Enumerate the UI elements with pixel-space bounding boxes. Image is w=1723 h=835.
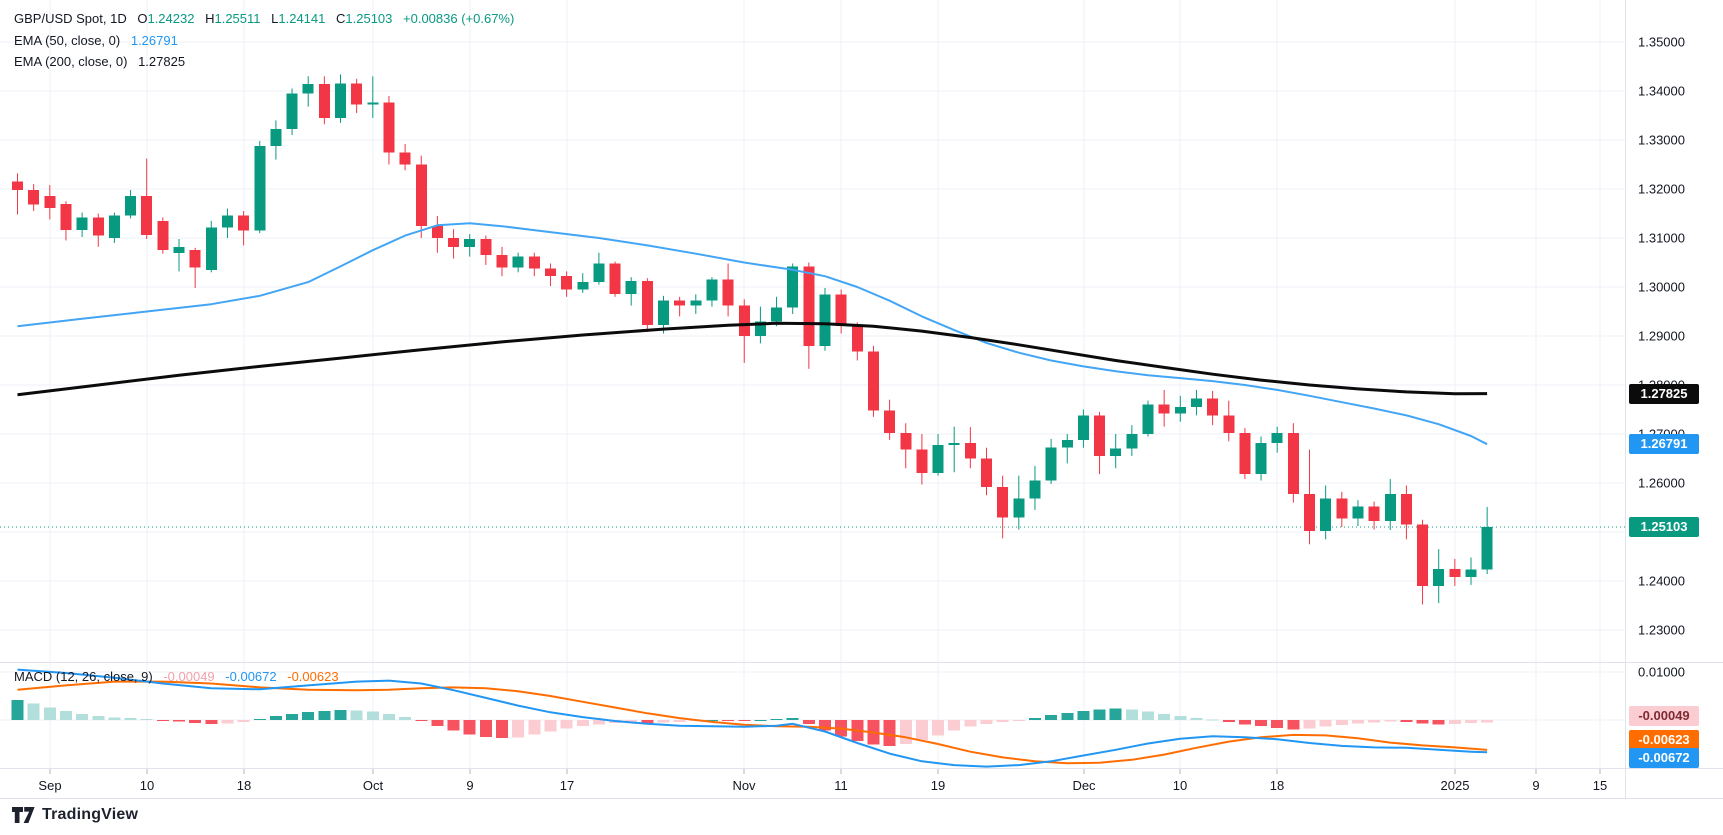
time-axis-label: 10 xyxy=(140,778,154,793)
ema200-label: EMA (200, close, 0) xyxy=(14,54,128,69)
time-axis[interactable]: Sep 10 18 Oct 9 17 Nov 11 19 Dec 10 18 2025 9 15 xyxy=(38,778,1607,793)
ohlc-low: L1.24141 xyxy=(271,11,326,26)
change-value: +0.00836 (+0.67%) xyxy=(403,11,515,26)
price-axis-label: 1.32000 xyxy=(1638,182,1685,197)
time-axis-label: 10 xyxy=(1173,778,1187,793)
time-axis-label: 2025 xyxy=(1441,778,1470,793)
price-axis-label: 1.34000 xyxy=(1638,84,1685,99)
tradingview-logo-icon xyxy=(12,807,35,823)
price-axis-label: 1.31000 xyxy=(1638,231,1685,246)
panel-borders xyxy=(0,0,1723,799)
ema50-value: 1.26791 xyxy=(130,33,178,48)
grid xyxy=(0,0,1625,774)
time-axis-label: 9 xyxy=(1532,778,1539,793)
ohlc-open: O1.24232 xyxy=(137,11,195,26)
price-axis-label: 1.30000 xyxy=(1638,280,1685,295)
ohlc-close: C1.25103 xyxy=(336,11,393,26)
time-axis-label: 18 xyxy=(237,778,251,793)
time-axis-label: Nov xyxy=(732,778,756,793)
macd-label: MACD (12, 26, close, 9) xyxy=(14,669,153,684)
time-axis-label: 17 xyxy=(560,778,574,793)
time-axis-label: 19 xyxy=(931,778,945,793)
ema50-line[interactable] xyxy=(17,222,1488,446)
time-axis-label: 18 xyxy=(1270,778,1284,793)
macd-legend[interactable]: MACD (12, 26, close, 9) -0.00049 -0.0067… xyxy=(14,666,346,687)
symbol-legend[interactable]: GBP/USD Spot, 1D O1.24232 H1.25511 L1.24… xyxy=(14,8,521,29)
ema200-value: 1.27825 xyxy=(138,54,186,69)
macd-axis-label: 0.01000 xyxy=(1638,665,1685,680)
tradingview-logo-text: TradingView xyxy=(42,806,139,823)
macd-hist-value: -0.00049 xyxy=(163,669,215,684)
price-axis-label: 1.33000 xyxy=(1638,133,1685,148)
macd-badge-macd-line: -0.00672 xyxy=(1629,748,1699,768)
ohlc-high: H1.25511 xyxy=(205,11,261,26)
price-badge-ema50: 1.26791 xyxy=(1629,434,1699,455)
time-axis-label: 11 xyxy=(834,778,848,793)
time-axis-label: Dec xyxy=(1072,778,1096,793)
time-axis-label: Oct xyxy=(363,778,384,793)
macd-main-line[interactable] xyxy=(17,668,1488,768)
macd-line-value: -0.00672 xyxy=(225,669,277,684)
time-axis-label: 15 xyxy=(1593,778,1607,793)
macd-badge-signal: -0.00623 xyxy=(1629,730,1699,750)
time-axis-label: Sep xyxy=(38,778,61,793)
price-badge-ema200: 1.27825 xyxy=(1629,383,1699,404)
price-axis-label: 1.24000 xyxy=(1638,574,1685,589)
price-axis-label: 1.35000 xyxy=(1638,35,1685,50)
price-axis-label: 1.23000 xyxy=(1638,623,1685,638)
macd-badge-histogram: -0.00049 xyxy=(1629,706,1699,726)
ema50-label: EMA (50, close, 0) xyxy=(14,33,121,48)
price-axis[interactable]: 1.35000 1.34000 1.33000 1.32000 1.31000 1.300… xyxy=(1638,35,1685,680)
price-axis-label: 1.29000 xyxy=(1638,329,1685,344)
ema50-legend[interactable]: EMA (50, close, 0) 1.26791 xyxy=(14,30,185,51)
macd-signal-value: -0.00623 xyxy=(287,669,339,684)
tradingview-logo[interactable]: TradingView xyxy=(12,806,138,824)
macd-histogram[interactable] xyxy=(11,699,1494,746)
symbol-title[interactable]: GBP/USD Spot, 1D xyxy=(14,11,127,26)
time-axis-label: 9 xyxy=(466,778,473,793)
candlestick-series[interactable] xyxy=(12,74,1493,605)
ema200-line[interactable] xyxy=(17,321,1488,397)
price-axis-label: 1.26000 xyxy=(1638,476,1685,491)
price-badge-last-close: 1.25103 xyxy=(1629,516,1699,537)
ema200-legend[interactable]: EMA (200, close, 0) 1.27825 xyxy=(14,51,192,72)
